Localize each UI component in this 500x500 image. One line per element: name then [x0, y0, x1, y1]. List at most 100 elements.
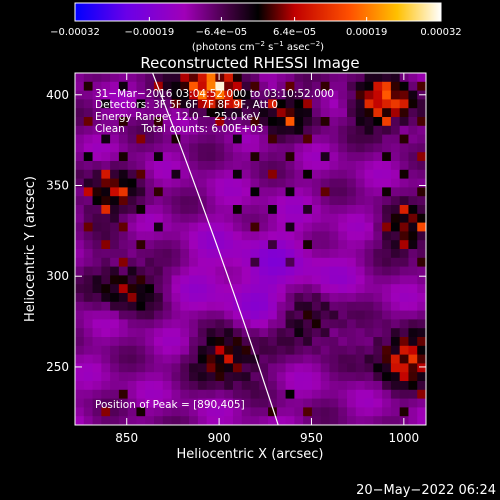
heatmap-cell-598: [408, 196, 418, 206]
heatmap-cell-568: [145, 196, 155, 206]
heatmap-cell-821: [259, 249, 269, 259]
heatmap-cell-539: [241, 187, 252, 197]
heatmap-cell-74: [373, 81, 383, 92]
heatmap-cell-1540: [250, 407, 260, 417]
heatmap-cell-1103: [276, 310, 287, 320]
heatmap-cell-448: [145, 169, 155, 180]
heatmap-cell-552: [355, 187, 366, 197]
heatmap-cell-1235: [382, 337, 392, 347]
heatmap-cell-252: [180, 125, 190, 136]
heatmap-cell-228: [320, 117, 331, 127]
heatmap-cell-166: [127, 108, 138, 118]
heatmap-cell-724: [110, 231, 120, 241]
heatmap-cell-315: [382, 134, 392, 144]
heatmap-cell-1246: [127, 345, 138, 356]
generation-date: 20−May−2022 06:24: [356, 483, 496, 498]
heatmap-cell-110: [338, 90, 348, 100]
heatmap-cell-1125: [118, 319, 129, 329]
heatmap-cell-1335: [206, 363, 217, 373]
heatmap-cell-680: [75, 222, 85, 232]
heatmap-cell-1062: [268, 301, 278, 312]
heatmap-cell-808: [145, 249, 155, 259]
heatmap-cell-149: [329, 99, 339, 109]
heatmap-cell-45: [118, 81, 129, 92]
heatmap-cell-869: [329, 257, 339, 268]
heatmap-cell-857: [224, 257, 234, 268]
heatmap-cell-987: [311, 284, 322, 294]
heatmap-cell-1516: [390, 398, 401, 408]
heatmap-cell-1007: [136, 293, 146, 303]
heatmap-cell-38: [408, 73, 418, 83]
heatmap-cell-942: [268, 275, 278, 285]
heatmap-cell-116: [390, 90, 401, 100]
heatmap-cell-528: [145, 187, 155, 197]
heatmap-cell-800: [75, 249, 85, 259]
heatmap-cell-102: [268, 90, 278, 100]
heatmap-cell-3: [101, 73, 111, 83]
heatmap-cell-1217: [224, 337, 234, 347]
heatmap-cell-822: [268, 249, 278, 259]
heatmap-cell-1483: [101, 398, 111, 408]
heatmap-cell-40: [75, 81, 85, 92]
heatmap-cell-1056: [215, 301, 225, 312]
heatmap-cell-927: [136, 275, 146, 285]
heatmap-cell-706: [303, 222, 313, 232]
heatmap-cell-311: [347, 134, 357, 144]
heatmap-cell-983: [276, 284, 287, 294]
heatmap-cell-162: [92, 108, 102, 118]
heatmap-cell-1584: [285, 416, 295, 425]
heatmap-cell-283: [101, 134, 111, 144]
heatmap-cell-648: [145, 213, 155, 224]
heatmap-cell-1445: [118, 389, 129, 400]
heatmap-cell-52: [180, 81, 190, 92]
annotation-time-range: 31−Mar−2016 03:04:52.000 to 03:10:52.000: [95, 88, 334, 100]
heatmap-cell-187: [311, 108, 322, 118]
heatmap-cell-1225: [294, 337, 304, 347]
heatmap-cell-626: [303, 205, 313, 215]
heatmap-cell-1128: [145, 319, 155, 329]
heatmap-cell-266: [303, 125, 313, 136]
heatmap-cell-338: [232, 143, 243, 153]
heatmap-cell-1498: [232, 398, 243, 408]
heatmap-cell-1504: [285, 398, 295, 408]
heatmap-cell-477: [399, 169, 410, 180]
heatmap-cell-855: [206, 257, 217, 268]
heatmap-cell-745: [294, 231, 304, 241]
heatmap-cell-1112: [355, 310, 366, 320]
heatmap-cell-284: [110, 134, 120, 144]
heatmap-cell-50: [162, 81, 173, 92]
heatmap-cell-217: [224, 117, 234, 127]
heatmap-cell-1162: [92, 328, 102, 338]
heatmap-cell-444: [110, 169, 120, 180]
heatmap-cell-889: [153, 266, 164, 276]
heatmap-cell-1259: [241, 345, 252, 356]
heatmap-cell-1223: [276, 337, 287, 347]
heatmap-cell-1463: [276, 389, 287, 400]
heatmap-cell-346: [303, 143, 313, 153]
heatmap-cell-156: [390, 99, 401, 109]
heatmap-cell-470: [338, 169, 348, 180]
heatmap-cell-1137: [224, 319, 234, 329]
heatmap-cell-316: [390, 134, 401, 144]
heatmap-cell-241: [83, 125, 94, 136]
heatmap-cell-843: [101, 257, 111, 268]
heatmap-cell-1068: [320, 301, 331, 312]
heatmap-cell-781: [259, 240, 269, 250]
heatmap-cell-269: [329, 125, 339, 136]
heatmap-cell-73: [364, 81, 374, 92]
heatmap-cell-1009: [153, 293, 164, 303]
heatmap-cell-1440: [75, 389, 85, 400]
heatmap-cell-200: [75, 117, 85, 127]
heatmap-cell-495: [206, 178, 217, 188]
heatmap-cell-28: [320, 73, 331, 83]
heatmap-cell-663: [276, 213, 287, 224]
heatmap-cell-1461: [259, 389, 269, 400]
heatmap-cell-263: [276, 125, 287, 136]
heatmap-cell-1003: [101, 293, 111, 303]
heatmap-cell-1591: [347, 416, 357, 425]
heatmap-cell-718: [408, 222, 418, 232]
heatmap-cell-854: [197, 257, 208, 268]
heatmap-cell-801: [83, 249, 94, 259]
heatmap-cell-1418: [232, 381, 243, 391]
heatmap-cell-1132: [180, 319, 190, 329]
